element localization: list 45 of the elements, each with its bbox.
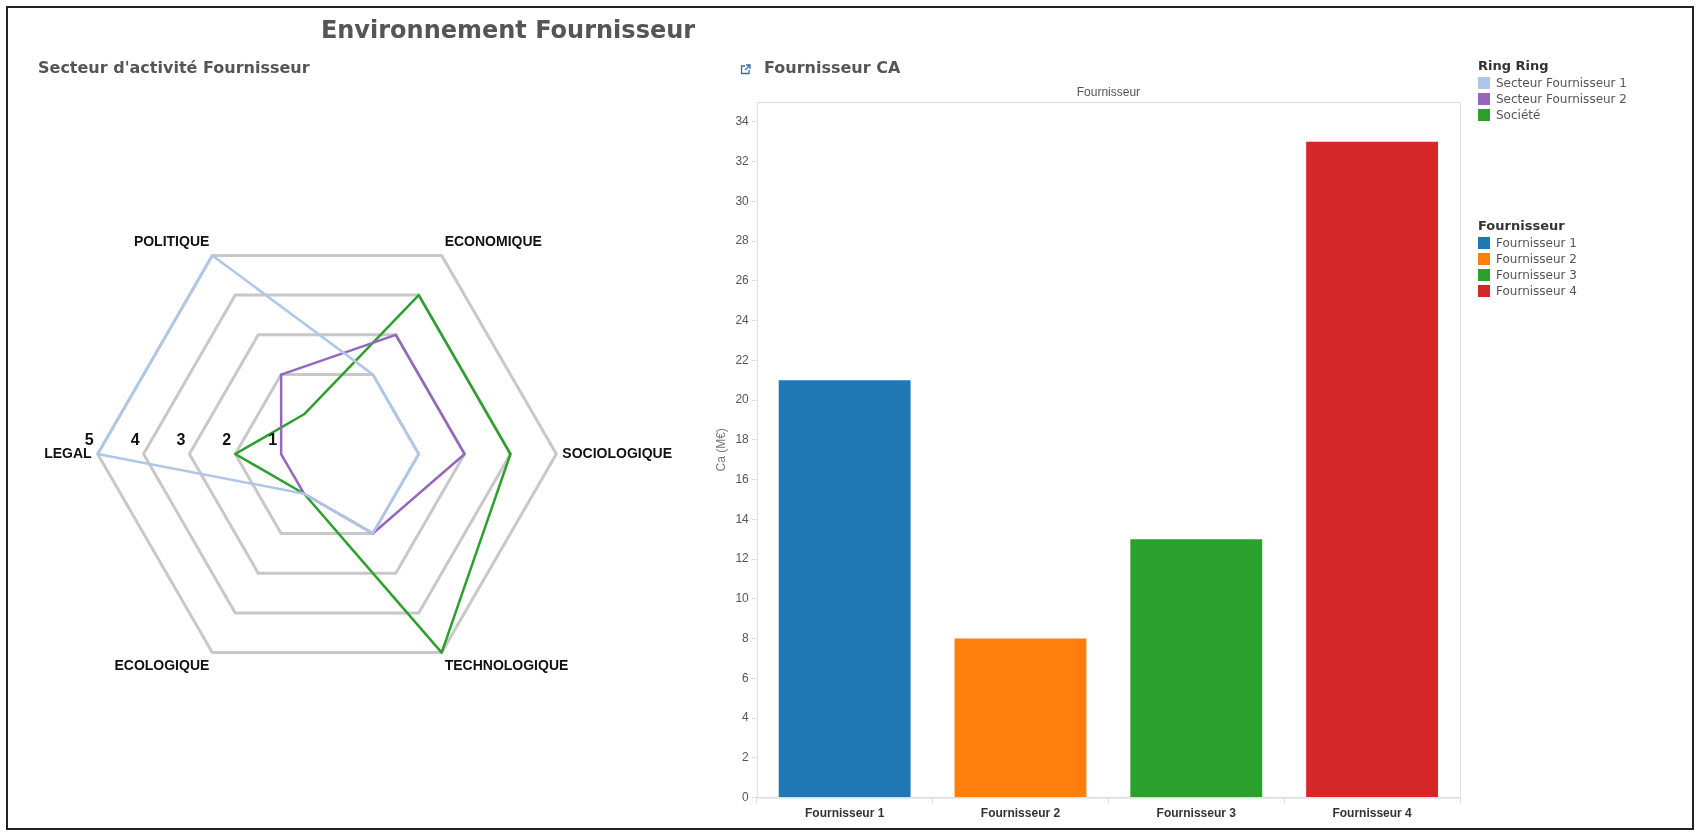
x-tick-label: Fournisseur 4	[1332, 806, 1413, 821]
y-tick-label: 3	[176, 431, 186, 449]
y-tick-label: 20	[735, 392, 750, 407]
legend-label: Secteur Fournisseur 2	[1496, 92, 1627, 106]
x-tick-label: Fournisseur 3	[1156, 806, 1237, 821]
y-tick-label: 34	[735, 114, 750, 129]
spoke-label: TECHNOLOGIQUE	[444, 657, 569, 674]
y-tick-label: 16	[735, 471, 750, 486]
x-axis-title: Fournisseur	[1076, 85, 1141, 100]
chart-subtitle: Secteur d'activité Fournisseur	[38, 58, 310, 77]
y-tick-label: 1	[268, 431, 278, 449]
y-tick-label: 2	[222, 431, 232, 449]
y-tick-label: 24	[735, 312, 750, 327]
spoke-label: ECOLOGIQUE	[114, 657, 210, 674]
y-axis-title: Ca (M€)	[713, 428, 728, 472]
y-tick-label: 12	[735, 551, 750, 566]
legend-title: Fournisseur	[1478, 218, 1566, 233]
legend-title: Ring Ring	[1478, 58, 1550, 73]
y-tick-label: 18	[735, 432, 750, 447]
chart-title: Fournisseur CA	[764, 58, 901, 77]
spoke-label: POLITIQUE	[133, 232, 210, 249]
spoke-label: SOCIOLOGIQUE	[562, 444, 673, 461]
spoke-label: ECONOMIQUE	[444, 232, 542, 249]
chart-title: Environnement Fournisseur	[319, 16, 697, 44]
legend-label: Société	[1496, 108, 1541, 122]
legend-label: Fournisseur 4	[1496, 284, 1577, 298]
y-tick-label: 6	[742, 670, 750, 685]
y-tick-label: 10	[735, 591, 750, 606]
y-tick-label: 22	[735, 352, 750, 367]
y-tick-label: 28	[735, 233, 750, 248]
x-tick-label: Fournisseur 1	[804, 806, 885, 821]
y-tick-label: 8	[742, 630, 750, 645]
y-tick-label: 30	[735, 193, 750, 208]
y-tick-label: 2	[742, 750, 750, 765]
y-tick-label: 0	[742, 789, 750, 804]
y-tick-label: 26	[735, 273, 750, 288]
legend-label: Fournisseur 1	[1496, 236, 1577, 250]
y-tick-label: 4	[742, 710, 750, 725]
y-tick-label: 14	[735, 511, 750, 526]
y-tick-label: 4	[130, 431, 140, 449]
legend-label: Secteur Fournisseur 1	[1496, 76, 1627, 90]
y-tick-label: 32	[735, 153, 750, 168]
x-tick-label: Fournisseur 2	[980, 806, 1061, 821]
legend-label: Fournisseur 2	[1496, 252, 1577, 266]
legend-label: Fournisseur 3	[1496, 268, 1577, 282]
